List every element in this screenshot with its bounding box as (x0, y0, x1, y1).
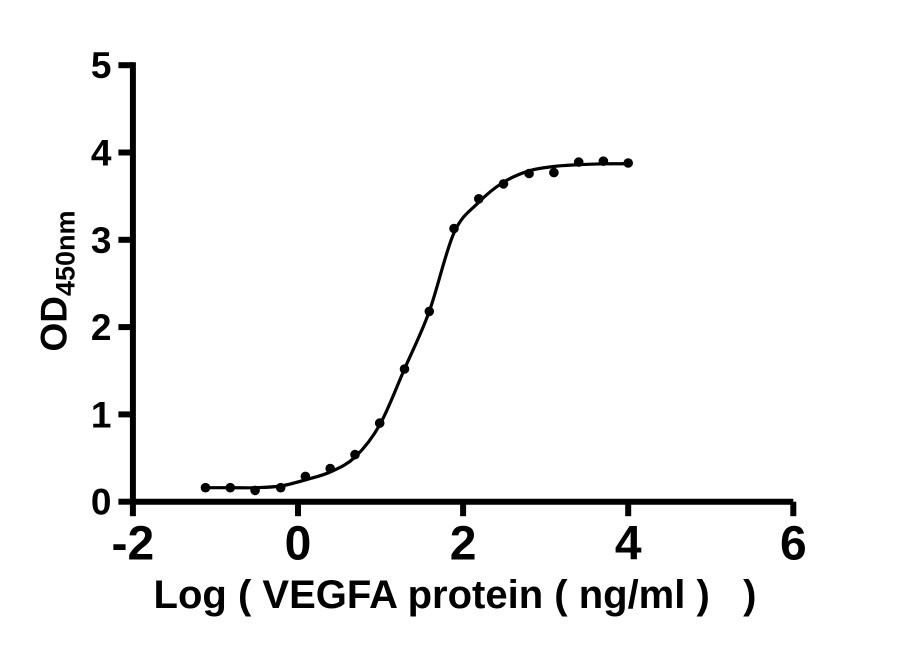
data-point (399, 364, 410, 374)
y-tick-label: 4 (91, 133, 112, 174)
data-point (524, 168, 534, 179)
data-point (474, 194, 484, 204)
data-point (573, 157, 584, 167)
data-point (250, 485, 260, 496)
data-point (300, 471, 311, 482)
data-point (424, 306, 435, 317)
data-point (225, 482, 236, 493)
y-axis-label-main: OD (33, 296, 75, 352)
y-axis-label: OD450nm (33, 210, 81, 352)
y-axis-label-subscript: 450nm (50, 210, 81, 297)
fit-curve (203, 162, 630, 490)
data-point (623, 158, 633, 168)
x-tick-label: -2 (112, 518, 155, 571)
axis-spine (129, 62, 794, 505)
x-tick-label: 6 (780, 518, 807, 571)
data-point (374, 418, 385, 428)
data-point (549, 167, 559, 178)
y-tick-label: 2 (91, 307, 112, 348)
data-point (200, 482, 211, 493)
x-tick-label: 2 (450, 518, 477, 571)
data-point (498, 179, 509, 189)
data-point (598, 156, 609, 166)
x-tick-label: 0 (285, 518, 312, 571)
y-tick-label: 5 (91, 45, 112, 86)
y-tick-label: 3 (91, 220, 112, 261)
x-tick-label: 4 (615, 518, 642, 571)
data-point (275, 482, 286, 493)
data-point (325, 463, 336, 474)
y-tick-label: 0 (91, 482, 112, 523)
x-axis-title: Log ( VEGFA protein ( ng/ml ) ) (153, 573, 757, 617)
y-tick-label: 1 (91, 394, 112, 435)
data-point (449, 223, 459, 234)
data-point (350, 449, 360, 460)
